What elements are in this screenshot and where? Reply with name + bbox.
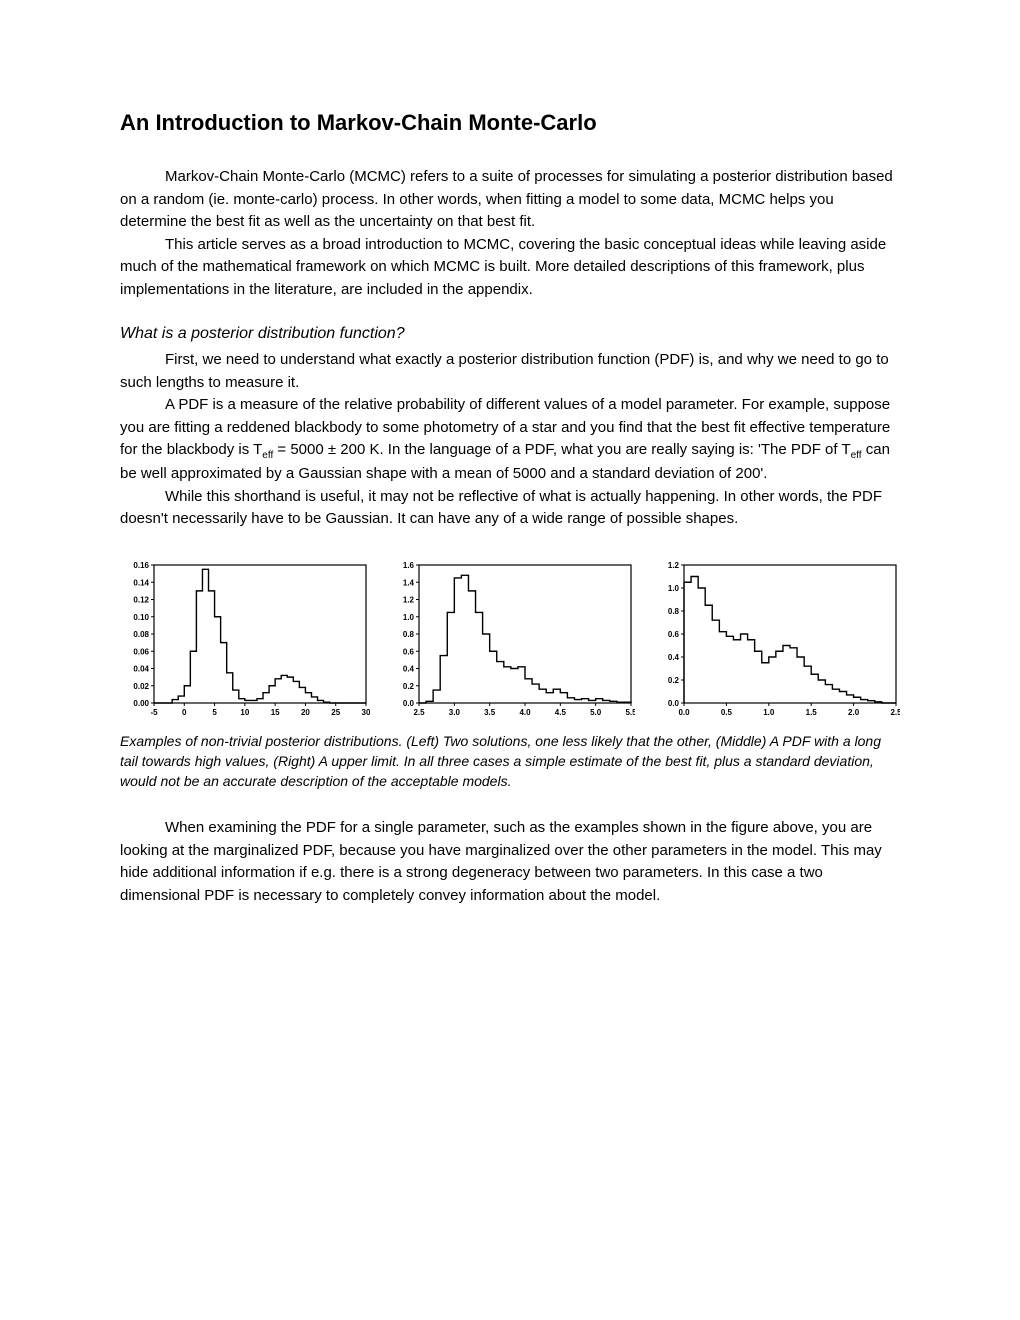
chart-middle: 2.5 3.0 3.5 4.0 4.5 5.0 5.5 0.0 0.2 0.4 0.6 0.8 1.0 1… — [385, 561, 635, 719]
p5-text: While this shorthand is useful, it may n… — [120, 488, 882, 528]
figure-caption: Examples of non-trivial posterior distri… — [120, 731, 900, 792]
svg-text:0.0: 0.0 — [668, 699, 680, 708]
svg-text:25: 25 — [331, 708, 340, 717]
p6-text: When examining the PDF for a single para… — [120, 819, 882, 904]
svg-text:15: 15 — [271, 708, 280, 717]
svg-text:3.5: 3.5 — [484, 708, 496, 717]
svg-text:3.0: 3.0 — [449, 708, 461, 717]
chart-left: -5 0 5 10 15 20 25 30 0.00 0.02 0.04 0.06 0.08 0.10 0.… — [120, 561, 370, 719]
paragraph-1: Markov-Chain Monte-Carlo (MCMC) refers t… — [120, 166, 900, 234]
subscript-eff-2: eff — [851, 450, 862, 461]
svg-text:0.6: 0.6 — [403, 647, 415, 656]
subscript-eff-1: eff — [262, 450, 273, 461]
svg-text:0.14: 0.14 — [133, 578, 149, 587]
svg-text:0.4: 0.4 — [403, 664, 415, 673]
svg-text:1.2: 1.2 — [668, 561, 680, 570]
svg-text:0.6: 0.6 — [668, 630, 680, 639]
svg-text:0.06: 0.06 — [133, 647, 149, 656]
svg-text:0.02: 0.02 — [133, 681, 149, 690]
svg-text:2.0: 2.0 — [848, 708, 860, 717]
svg-text:0.16: 0.16 — [133, 561, 149, 570]
svg-text:0.12: 0.12 — [133, 595, 149, 604]
p1-text: Markov-Chain Monte-Carlo (MCMC) refers t… — [120, 168, 893, 230]
svg-text:2.5: 2.5 — [413, 708, 425, 717]
paragraph-4: A PDF is a measure of the relative proba… — [120, 394, 900, 486]
chart-row: -5 0 5 10 15 20 25 30 0.00 0.02 0.04 0.06 0.08 0.10 0.… — [120, 561, 900, 719]
svg-text:5: 5 — [212, 708, 217, 717]
svg-text:0.2: 0.2 — [668, 676, 680, 685]
paragraph-6: When examining the PDF for a single para… — [120, 817, 900, 907]
svg-text:1.2: 1.2 — [403, 595, 415, 604]
svg-text:0.4: 0.4 — [668, 653, 680, 662]
svg-text:0.04: 0.04 — [133, 664, 149, 673]
closing-block: When examining the PDF for a single para… — [120, 817, 900, 907]
svg-text:4.5: 4.5 — [555, 708, 567, 717]
svg-text:0.0: 0.0 — [678, 708, 690, 717]
svg-text:5.5: 5.5 — [625, 708, 635, 717]
p2-text: This article serves as a broad introduct… — [120, 236, 886, 298]
svg-text:1.0: 1.0 — [668, 584, 680, 593]
svg-text:1.5: 1.5 — [806, 708, 818, 717]
svg-text:2.5: 2.5 — [890, 708, 900, 717]
svg-text:0.2: 0.2 — [403, 681, 415, 690]
svg-text:30: 30 — [362, 708, 370, 717]
svg-text:1.4: 1.4 — [403, 578, 415, 587]
paragraph-3: First, we need to understand what exactl… — [120, 349, 900, 394]
svg-text:20: 20 — [301, 708, 310, 717]
svg-text:10: 10 — [240, 708, 249, 717]
p3-text: First, we need to understand what exactl… — [120, 351, 889, 391]
svg-text:0.8: 0.8 — [403, 630, 415, 639]
svg-text:0.10: 0.10 — [133, 612, 149, 621]
svg-text:0.00: 0.00 — [133, 699, 149, 708]
paragraph-2: This article serves as a broad introduct… — [120, 234, 900, 302]
svg-text:0.08: 0.08 — [133, 630, 149, 639]
intro-block: Markov-Chain Monte-Carlo (MCMC) refers t… — [120, 166, 900, 301]
svg-text:4.0: 4.0 — [519, 708, 531, 717]
svg-text:0.8: 0.8 — [668, 607, 680, 616]
section-subtitle: What is a posterior distribution functio… — [120, 325, 900, 343]
svg-text:0.5: 0.5 — [721, 708, 733, 717]
svg-text:1.0: 1.0 — [763, 708, 775, 717]
paragraph-5: While this shorthand is useful, it may n… — [120, 486, 900, 531]
p4b-text: = 5000 ± 200 K. In the language of a PDF… — [273, 441, 850, 458]
svg-text:0.0: 0.0 — [403, 699, 415, 708]
svg-text:-5: -5 — [150, 708, 158, 717]
chart-right: 0.0 0.5 1.0 1.5 2.0 2.5 0.0 0.2 0.4 0.6 0.8 1.0 1.2 — [650, 561, 900, 719]
svg-text:1.0: 1.0 — [403, 612, 415, 621]
svg-text:5.0: 5.0 — [590, 708, 602, 717]
svg-text:0: 0 — [182, 708, 187, 717]
page-title: An Introduction to Markov-Chain Monte-Ca… — [120, 110, 900, 136]
svg-text:1.6: 1.6 — [403, 561, 415, 570]
pdf-block: First, we need to understand what exactl… — [120, 349, 900, 531]
document-page: An Introduction to Markov-Chain Monte-Ca… — [0, 0, 1020, 1007]
